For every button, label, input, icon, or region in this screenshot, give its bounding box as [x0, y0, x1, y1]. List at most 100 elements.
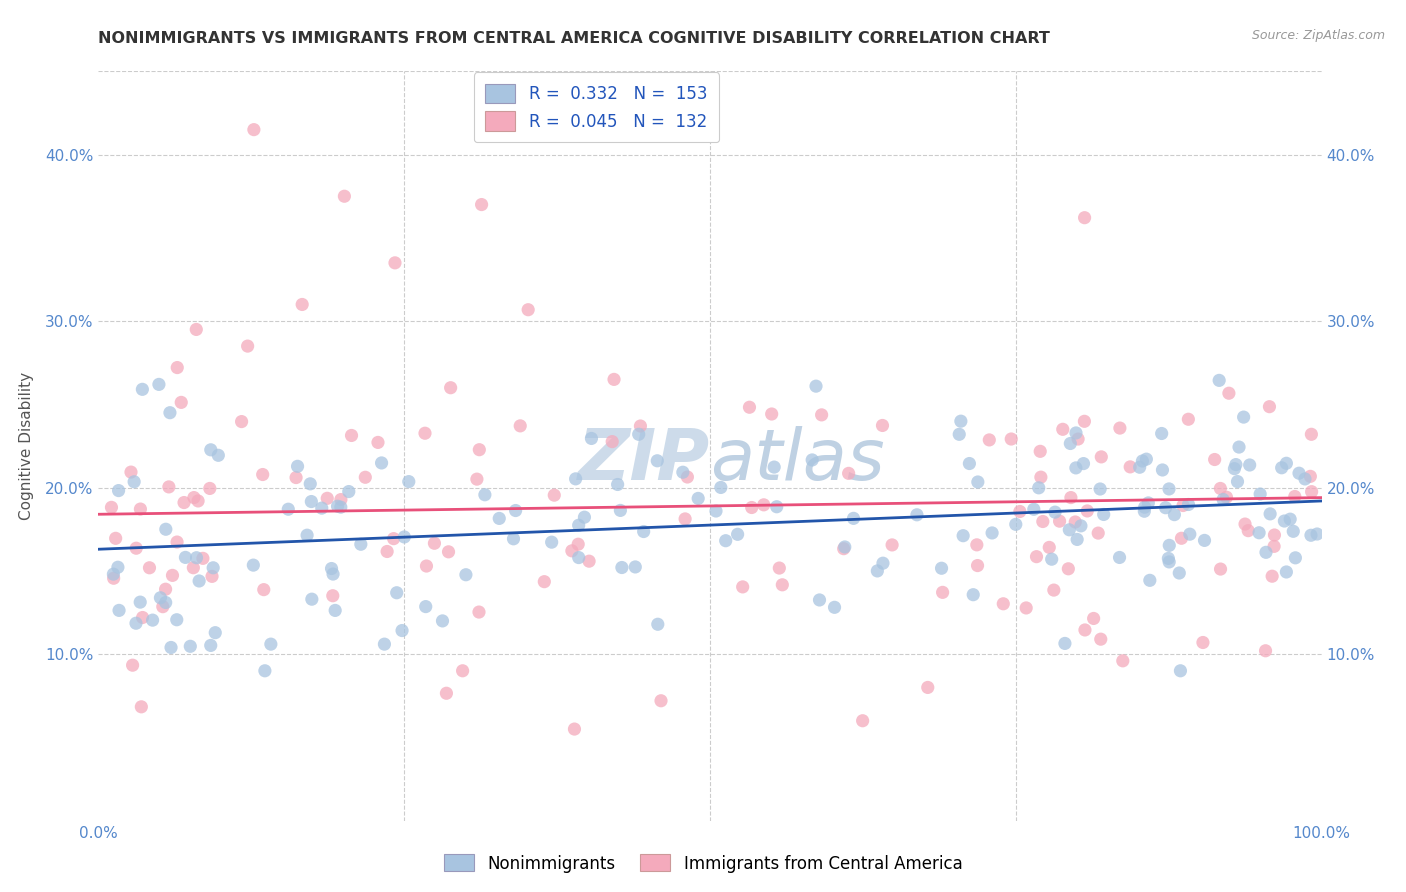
Point — [1152, 463, 1174, 477]
Point — [1064, 461, 1087, 475]
Point — [1008, 504, 1031, 518]
Point — [231, 415, 253, 429]
Point — [564, 722, 586, 736]
Point — [1119, 459, 1142, 474]
Point — [688, 491, 710, 506]
Point — [350, 537, 373, 551]
Point — [384, 256, 406, 270]
Point — [1263, 528, 1285, 542]
Point — [838, 467, 860, 481]
Point — [432, 614, 454, 628]
Point — [1032, 515, 1054, 529]
Point — [1226, 475, 1249, 489]
Point — [440, 381, 463, 395]
Point — [966, 538, 988, 552]
Point — [166, 535, 188, 549]
Point — [1064, 425, 1087, 440]
Point — [170, 395, 193, 409]
Point — [704, 504, 727, 518]
Point — [966, 558, 988, 573]
Point — [540, 535, 562, 549]
Text: atlas: atlas — [710, 426, 884, 495]
Point — [152, 599, 174, 614]
Point — [285, 470, 308, 484]
Point — [1284, 490, 1306, 504]
Point — [1090, 450, 1112, 464]
Point — [1150, 426, 1173, 441]
Point — [600, 434, 623, 449]
Point — [1171, 499, 1194, 513]
Point — [1209, 482, 1232, 496]
Point — [436, 686, 458, 700]
Point — [517, 302, 540, 317]
Point — [979, 433, 1001, 447]
Point — [155, 582, 177, 597]
Point — [672, 465, 695, 479]
Point — [931, 585, 953, 599]
Point — [824, 600, 846, 615]
Point — [673, 512, 696, 526]
Point — [502, 532, 524, 546]
Point — [1129, 460, 1152, 475]
Point — [329, 492, 352, 507]
Point — [243, 122, 266, 136]
Point — [131, 699, 153, 714]
Point — [627, 427, 650, 442]
Point — [173, 495, 195, 509]
Point — [1038, 541, 1060, 555]
Point — [202, 561, 225, 575]
Point — [647, 617, 669, 632]
Point — [872, 556, 894, 570]
Point — [842, 511, 865, 525]
Point — [1194, 533, 1216, 548]
Point — [1209, 562, 1232, 576]
Point — [1025, 549, 1047, 564]
Point — [567, 537, 589, 551]
Point — [236, 339, 259, 353]
Point — [1076, 504, 1098, 518]
Point — [468, 442, 491, 457]
Point — [1090, 632, 1112, 647]
Point — [1170, 531, 1192, 545]
Point — [323, 603, 346, 617]
Point — [322, 567, 344, 582]
Point — [948, 427, 970, 442]
Point — [321, 561, 343, 575]
Point — [962, 588, 984, 602]
Text: Source: ZipAtlas.com: Source: ZipAtlas.com — [1251, 29, 1385, 42]
Point — [727, 527, 749, 541]
Legend: R =  0.332   N =  153, R =  0.045   N =  132: R = 0.332 N = 153, R = 0.045 N = 132 — [474, 72, 718, 143]
Point — [1275, 565, 1298, 579]
Point — [1218, 386, 1240, 401]
Point — [1177, 498, 1199, 512]
Point — [1170, 664, 1192, 678]
Point — [1073, 457, 1095, 471]
Point — [468, 605, 491, 619]
Point — [1275, 456, 1298, 470]
Point — [609, 503, 631, 517]
Point — [533, 574, 555, 589]
Point — [1258, 400, 1281, 414]
Point — [316, 491, 339, 506]
Point — [1066, 533, 1088, 547]
Point — [1139, 574, 1161, 588]
Point — [394, 530, 416, 544]
Point — [333, 189, 356, 203]
Point — [1064, 515, 1087, 529]
Point — [1109, 421, 1132, 435]
Point — [1092, 508, 1115, 522]
Point — [166, 613, 188, 627]
Point — [1157, 551, 1180, 566]
Point — [801, 453, 824, 467]
Point — [993, 597, 1015, 611]
Point — [253, 582, 276, 597]
Point — [1067, 432, 1090, 446]
Point — [1178, 527, 1201, 541]
Text: ZIP: ZIP — [578, 426, 710, 495]
Point — [741, 500, 763, 515]
Point — [1212, 492, 1234, 507]
Point — [1225, 458, 1247, 472]
Point — [451, 664, 474, 678]
Point — [1168, 566, 1191, 580]
Point — [1059, 436, 1081, 450]
